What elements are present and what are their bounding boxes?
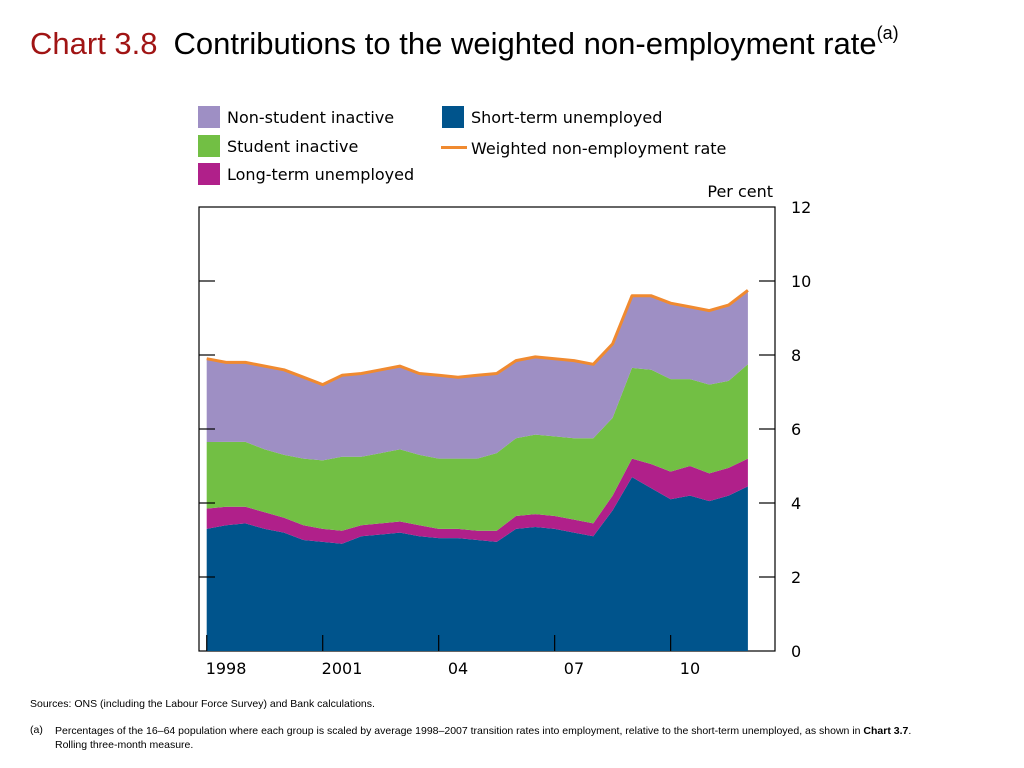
y-tick-label: 6 bbox=[791, 420, 801, 439]
legend-label-weighted-non-employment-rate: Weighted non-employment rate bbox=[471, 139, 727, 158]
y-tick-label: 4 bbox=[791, 494, 801, 513]
legend-swatch-long-term-unemployed bbox=[198, 163, 220, 185]
chart-title: Chart 3.8 Contributions to the weighted n… bbox=[30, 22, 899, 62]
area-short-term-unemployed bbox=[206, 477, 748, 651]
legend-swatch-short-term-unemployed bbox=[442, 106, 464, 128]
area-student-inactive bbox=[206, 364, 748, 531]
footnote-tag: (a) bbox=[30, 724, 43, 736]
line-weighted-non-employment-rate bbox=[206, 289, 749, 387]
x-tick-label: 2001 bbox=[322, 659, 363, 678]
footnote: (a) Percentages of the 16–64 population … bbox=[30, 724, 1010, 754]
chart-plot: 0 2 4 6 8 10 12 Per cent 1998 2001 04 07 10 bbox=[198, 182, 811, 678]
legend-label-long-term-unemployed: Long-term unemployed bbox=[227, 165, 415, 184]
footnote-text-end: . bbox=[908, 725, 912, 737]
legend-label-student-inactive: Student inactive bbox=[227, 137, 359, 156]
legend-swatch-weighted-non-employment-rate bbox=[441, 146, 467, 149]
footnote-text: Percentages of the 16–64 population wher… bbox=[55, 725, 864, 737]
chart-title-text: Contributions to the weighted non-employ… bbox=[173, 26, 877, 61]
footnote-body: Percentages of the 16–64 population wher… bbox=[55, 724, 1005, 752]
y-tick-label: 8 bbox=[791, 346, 801, 365]
x-tick-label: 04 bbox=[448, 659, 468, 678]
x-tick-label: 07 bbox=[564, 659, 584, 678]
legend-label-non-student-inactive: Non-student inactive bbox=[227, 108, 395, 127]
x-tick-label: 10 bbox=[680, 659, 700, 678]
legend-swatch-non-student-inactive bbox=[198, 106, 220, 128]
y-tick-label: 12 bbox=[791, 198, 811, 217]
y-tick-label: 2 bbox=[791, 568, 801, 587]
footnote-line2: Rolling three-month measure. bbox=[55, 739, 194, 751]
legend-label-short-term-unemployed: Short-term unemployed bbox=[471, 108, 663, 127]
y-axis-title: Per cent bbox=[707, 182, 773, 201]
title-footnote-marker: (a) bbox=[876, 22, 899, 43]
y-tick-label: 0 bbox=[791, 642, 801, 661]
sources-note: Sources: ONS (including the Labour Force… bbox=[30, 698, 375, 710]
footnote-chart-ref: Chart 3.7 bbox=[863, 725, 909, 737]
legend-swatch-student-inactive bbox=[198, 135, 220, 157]
y-tick-label: 10 bbox=[791, 272, 811, 291]
chart-number: Chart 3.8 bbox=[30, 26, 158, 61]
x-tick-label: 1998 bbox=[206, 659, 247, 678]
